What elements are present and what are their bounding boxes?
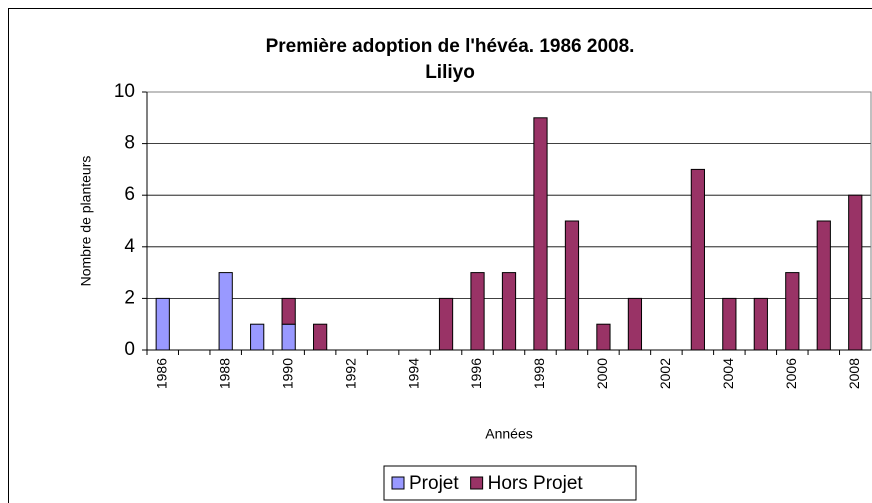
bar [281,297,296,325]
legend-label: Projet [409,473,459,494]
legend-box [383,465,637,501]
bar [785,272,800,351]
legend-swatch [470,476,484,490]
x-axis-label: Années [485,426,532,442]
bar [816,220,831,351]
x-tick-label: 2008 [846,358,862,389]
x-tick-label: 2006 [783,358,799,389]
y-tick-label: 4 [124,236,135,257]
bar [218,272,233,351]
x-tick-label: 1996 [468,358,484,389]
x-tick-label: 2000 [594,358,610,389]
y-tick-label: 6 [124,184,135,205]
bar [501,272,517,351]
x-tick-label: 1986 [153,358,169,389]
bar [438,297,454,351]
bar [596,323,611,351]
x-tick-label: 2002 [657,358,673,389]
bar [753,297,768,351]
chart-frame [8,8,872,503]
bar [848,194,863,351]
x-tick-label: 1988 [216,358,232,389]
y-tick-label: 8 [124,133,135,154]
bar [533,117,548,351]
y-tick-label: 2 [124,287,135,308]
bar [722,297,737,351]
x-tick-label: 1998 [531,358,547,389]
legend-label: Hors Projet [488,473,584,494]
x-tick-label: 1992 [342,358,358,389]
bar [155,297,170,351]
bar [281,323,296,351]
y-axis-label: Nombre de planteurs [78,156,94,287]
legend-swatch [391,476,405,490]
bar [564,220,580,351]
x-tick-label: 1994 [405,358,421,389]
bar [627,297,643,351]
bar [250,323,265,351]
bar [313,323,328,351]
chart-subtitle: Liliyo [425,62,475,83]
bar [470,272,485,351]
x-tick-label: 1990 [279,358,295,389]
chart-title: Première adoption de l'hévéa. 1986 2008. [266,36,635,57]
y-tick-label: 10 [114,81,135,102]
y-tick-label: 0 [124,339,135,360]
bar [690,168,705,351]
x-tick-label: 2004 [720,358,736,389]
